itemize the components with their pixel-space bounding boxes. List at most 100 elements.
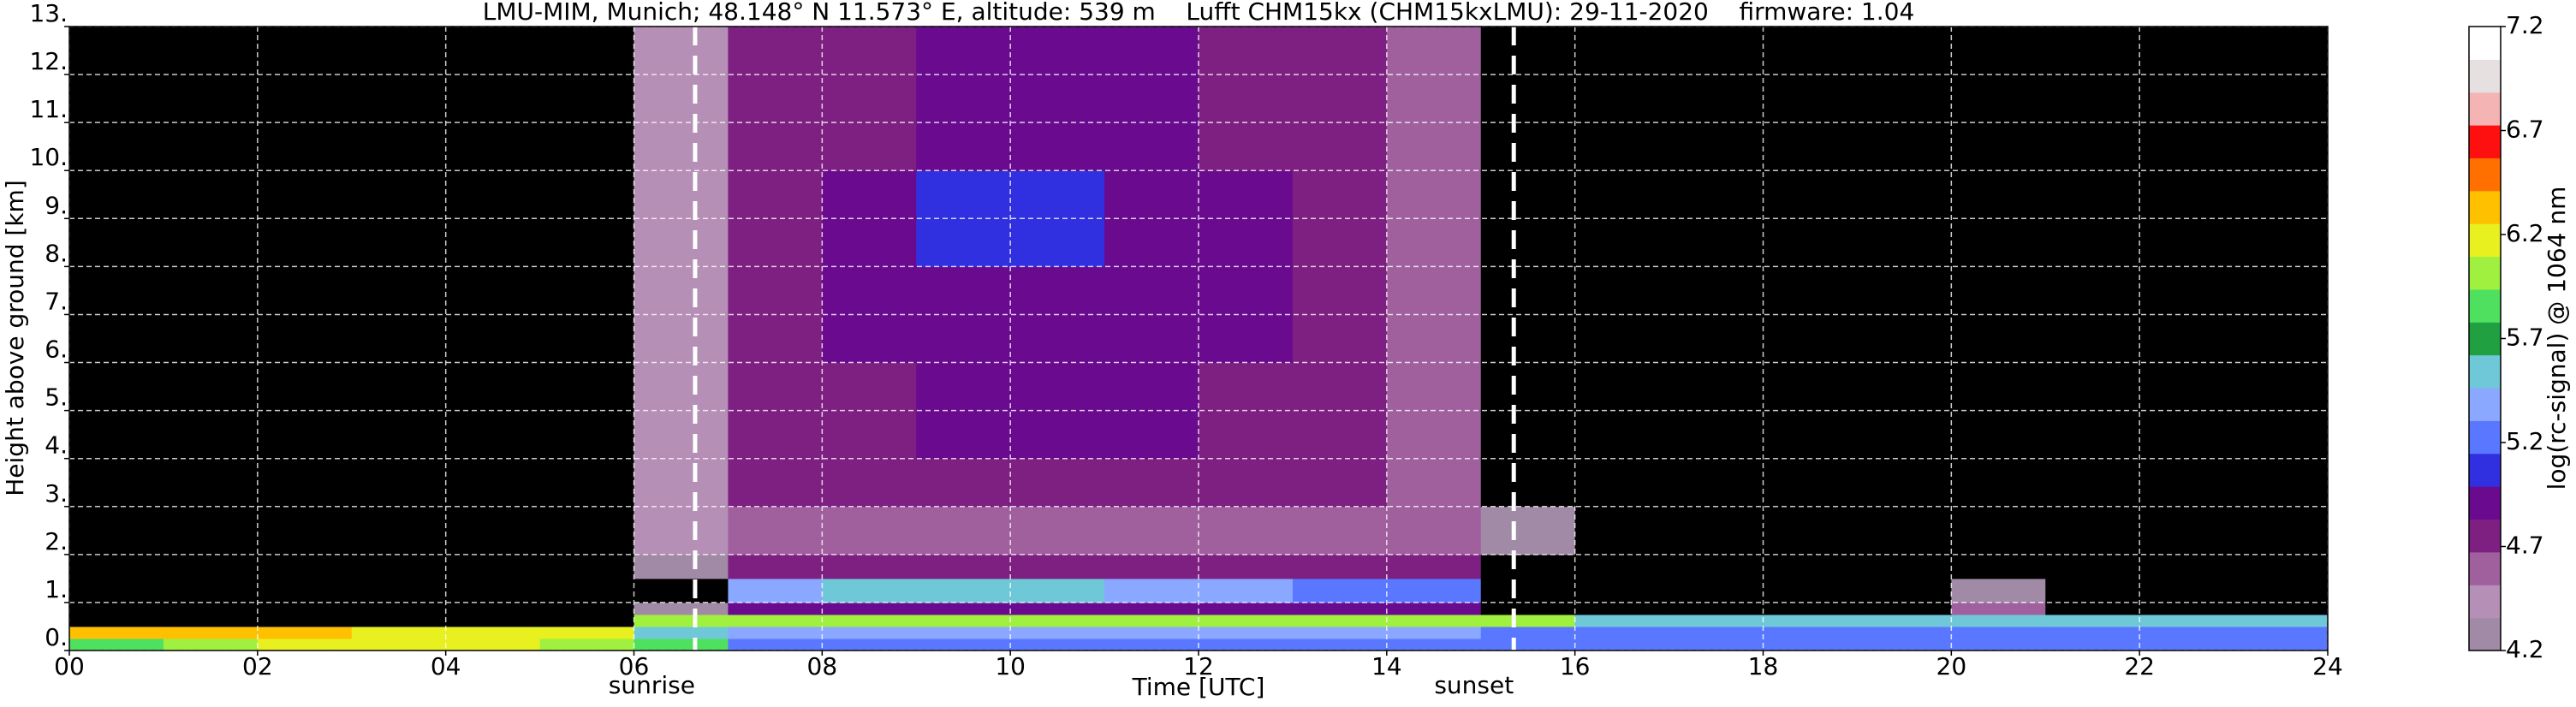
heatmap-cell (2045, 554, 2140, 579)
x-axis-label: Time [UTC] (1132, 673, 1265, 701)
heatmap-cell (351, 506, 447, 556)
heatmap-cell (2139, 458, 2234, 508)
heatmap-cell (2234, 602, 2329, 615)
heatmap-cell (1574, 506, 1670, 556)
colorbar-swatch (2469, 322, 2501, 356)
colorbar-tick-label: 7.2 (2506, 11, 2544, 39)
heatmap-cell (634, 602, 729, 615)
heatmap-cell (1951, 602, 2046, 615)
x-tick-label: 00 (54, 652, 85, 680)
heatmap-cell (1480, 27, 1576, 171)
heatmap-cell (1104, 578, 1199, 603)
heatmap-cell (2139, 578, 2234, 603)
event-label: sunrise (609, 671, 695, 699)
heatmap-cell (351, 602, 447, 615)
heatmap-cell (1292, 626, 1388, 639)
heatmap-cell (539, 602, 634, 615)
heatmap-cell (1010, 506, 1105, 556)
colorbar-tick-label: 5.2 (2506, 427, 2544, 455)
heatmap-cell (1574, 626, 1670, 639)
heatmap-cell (351, 626, 447, 639)
heatmap-cell (2139, 626, 2234, 639)
heatmap-cell (1386, 626, 1482, 639)
heatmap-cell (634, 506, 729, 556)
heatmap-cell (1386, 506, 1482, 556)
heatmap-cell (1010, 602, 1105, 615)
heatmap-cell (1010, 578, 1105, 603)
heatmap-cell (257, 638, 353, 651)
heatmap-cell (1763, 578, 1858, 603)
heatmap-cell (163, 602, 259, 615)
x-tick-label: 10 (995, 652, 1026, 680)
heatmap-cell (1199, 602, 1294, 615)
colorbar-tick-label: 6.2 (2506, 219, 2544, 247)
heatmap-cell (822, 506, 917, 556)
heatmap-cell (728, 614, 823, 627)
x-tick-label: 22 (2124, 652, 2155, 680)
heatmap-cell (2045, 638, 2140, 651)
heatmap-cell (728, 506, 823, 556)
heatmap-cell (1857, 554, 1952, 579)
heatmap-cell (916, 506, 1011, 556)
heatmap-cell (2045, 27, 2140, 171)
heatmap-cell (69, 506, 164, 556)
heatmap-cell (822, 458, 917, 508)
heatmap-cell (2045, 626, 2140, 639)
heatmap-cell (539, 614, 634, 627)
heatmap-cell (1480, 602, 1576, 615)
heatmap-cell (2139, 554, 2234, 579)
y-tick-label: 8. (45, 239, 68, 267)
x-tick-label: 24 (2312, 652, 2343, 680)
y-tick-label: 13. (29, 0, 68, 27)
heatmap-cell (1292, 506, 1388, 556)
heatmap-cell (1292, 638, 1388, 651)
heatmap-cell (445, 614, 541, 627)
colorbar-label: log(rc-signal) @ 1064 nm (2543, 187, 2571, 490)
heatmap-cell (257, 458, 353, 508)
colorbar-swatch (2469, 92, 2501, 126)
heatmap-cell (1763, 554, 1858, 579)
heatmap-cell (257, 626, 353, 639)
colorbar-tick-label: 6.7 (2506, 116, 2544, 144)
heatmap-cell (1480, 458, 1576, 508)
heatmap-cell (1386, 578, 1482, 603)
heatmap-cell (69, 27, 164, 171)
colorbar-swatch (2469, 190, 2501, 224)
colorbar-swatch (2469, 453, 2501, 487)
heatmap-cell (445, 458, 541, 508)
heatmap-cell (1010, 614, 1105, 627)
heatmap-cell (1292, 602, 1388, 615)
heatmap-cell (916, 638, 1011, 651)
heatmap-cell (634, 554, 729, 579)
heatmap-cell (69, 458, 164, 508)
heatmap-cell (1104, 458, 1199, 508)
heatmap-cell (916, 626, 1011, 639)
colorbar-swatch (2469, 585, 2501, 619)
heatmap-cell (539, 506, 634, 556)
heatmap-cell (351, 27, 447, 171)
heatmap-cell (1574, 602, 1670, 615)
heatmap-cell (1010, 27, 1105, 171)
heatmap-cell (1386, 602, 1482, 615)
heatmap-cell (1480, 614, 1576, 627)
heatmap-cell (1857, 506, 1952, 556)
heatmap-cell (1857, 638, 1952, 651)
heatmap-cell (1199, 554, 1294, 579)
heatmap-cell (2234, 458, 2329, 508)
y-tick-label: 2. (45, 527, 68, 556)
heatmap-cell (1857, 27, 1952, 171)
heatmap-cell (822, 578, 917, 603)
x-tick-label: 02 (242, 652, 273, 680)
heatmap-cell (351, 458, 447, 508)
heatmap-cell (822, 554, 917, 579)
heatmap-cell (1386, 554, 1482, 579)
heatmap-cell (1951, 458, 2046, 508)
heatmap-cell (163, 638, 259, 651)
event-label: sunset (1434, 671, 1514, 699)
heatmap-cell (634, 578, 729, 603)
y-tick-label: 6. (45, 336, 68, 364)
heatmap-cell (1857, 578, 1952, 603)
heatmap-cell (351, 614, 447, 627)
heatmap-cell (1951, 506, 2046, 556)
heatmap-cell (2234, 27, 2329, 171)
